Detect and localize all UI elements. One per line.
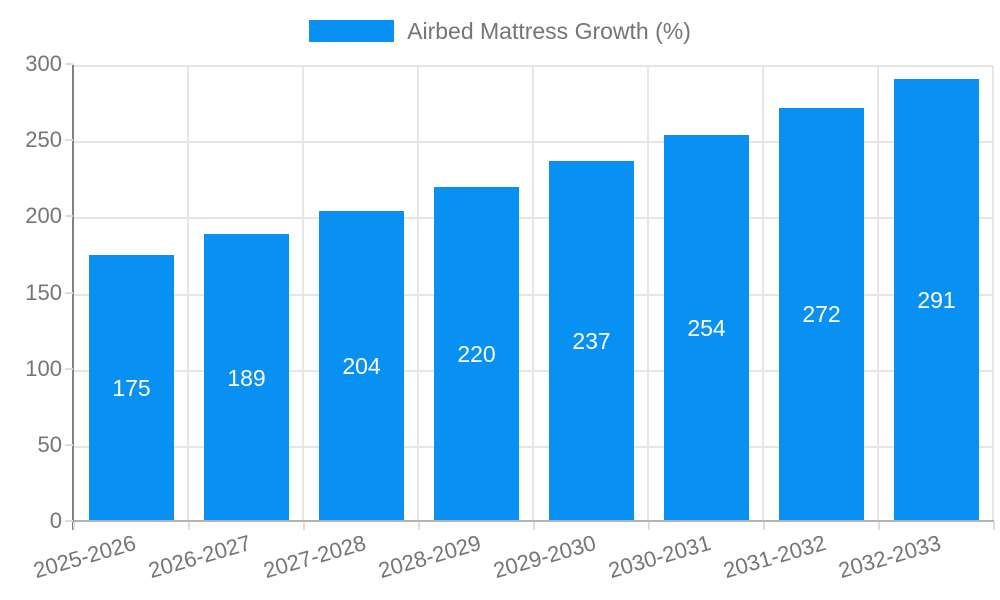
bar-2029-2030[interactable]: 237 [549, 160, 634, 522]
y-axis-label: 50 [37, 431, 62, 457]
x-axis-tick [188, 522, 190, 530]
y-axis-label: 200 [25, 203, 62, 229]
gridline-horizontal [74, 293, 994, 296]
legend: Airbed Mattress Growth (%) [0, 16, 1000, 46]
y-axis-tick [65, 520, 73, 522]
gridline-vertical [417, 65, 419, 522]
x-axis-tick [418, 522, 420, 530]
bar-2027-2028[interactable]: 204 [319, 211, 404, 522]
gridline-horizontal [74, 141, 994, 144]
y-axis-label: 0 [49, 508, 62, 533]
x-axis-tick [303, 522, 305, 530]
gridline-vertical [992, 65, 994, 522]
y-axis-label: 100 [25, 355, 62, 381]
y-axis-label: 150 [25, 279, 62, 305]
bar-value-label: 175 [112, 375, 151, 402]
bar-2031-2032[interactable]: 272 [779, 107, 864, 522]
bar-value-label: 254 [687, 315, 726, 342]
bar-value-label: 220 [457, 340, 496, 367]
x-axis-tick [993, 522, 995, 530]
y-axis-tick [65, 367, 73, 370]
gridline-vertical [647, 65, 649, 522]
x-axis-tick [73, 522, 75, 530]
legend-series-label[interactable]: Airbed Mattress Growth (%) [407, 17, 691, 44]
gridline-horizontal [74, 445, 994, 448]
gridline-horizontal [74, 217, 994, 220]
bar-value-label: 237 [572, 327, 611, 354]
bar-value-label: 204 [342, 353, 381, 380]
y-axis-line [72, 65, 74, 530]
y-axis-tick [65, 443, 73, 446]
y-axis-tick [65, 291, 73, 294]
plot-area: 175 189 204 220 237 254 272 291 [74, 65, 994, 522]
bar-value-label: 189 [227, 364, 266, 391]
x-axis-baseline [74, 520, 994, 522]
bar-2032-2033[interactable]: 291 [894, 78, 979, 522]
bar-2025-2026[interactable]: 175 [89, 255, 174, 522]
gridline-vertical [877, 65, 879, 522]
x-axis-tick [763, 522, 765, 530]
bar-value-label: 272 [802, 301, 841, 328]
gridline-horizontal [74, 369, 994, 372]
x-axis-tick [648, 522, 650, 530]
bar-2026-2027[interactable]: 189 [204, 234, 289, 522]
y-axis-label: 300 [25, 51, 62, 76]
y-axis-tick [65, 215, 73, 218]
bar-value-label: 291 [917, 286, 956, 313]
y-axis-label: 250 [25, 127, 62, 153]
y-axis-tick [65, 139, 73, 142]
y-axis-tick [65, 63, 73, 65]
legend-swatch[interactable] [309, 20, 395, 42]
gridline-horizontal [74, 65, 994, 67]
gridline-vertical [762, 65, 764, 522]
gridline-vertical [302, 65, 304, 522]
x-axis-tick [878, 522, 880, 530]
bar-2030-2031[interactable]: 254 [664, 135, 749, 522]
gridline-vertical [187, 65, 189, 522]
x-axis-tick [533, 522, 535, 530]
gridline-vertical [532, 65, 534, 522]
bar-2028-2029[interactable]: 220 [434, 186, 519, 522]
